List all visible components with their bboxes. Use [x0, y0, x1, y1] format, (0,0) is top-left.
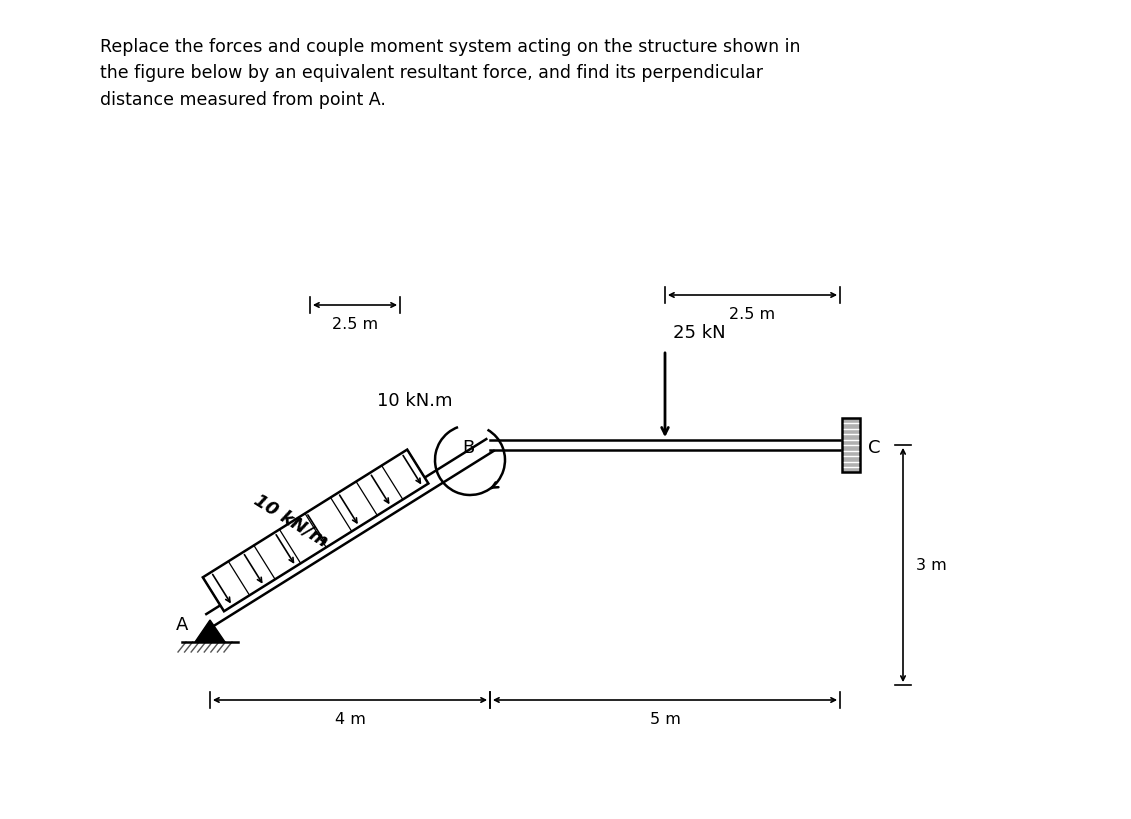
Text: 5 m: 5 m	[649, 712, 681, 727]
Text: C: C	[867, 439, 881, 457]
Polygon shape	[841, 418, 860, 472]
Text: A: A	[175, 616, 188, 634]
Polygon shape	[202, 450, 429, 611]
Text: 25 kN: 25 kN	[673, 324, 726, 342]
Text: 10 kN/m: 10 kN/m	[250, 491, 331, 550]
Polygon shape	[195, 620, 225, 642]
Text: 2.5 m: 2.5 m	[729, 307, 776, 322]
Text: Replace the forces and couple moment system acting on the structure shown in
the: Replace the forces and couple moment sys…	[100, 38, 801, 109]
Text: 3 m: 3 m	[916, 558, 947, 572]
Text: 10 kN.m: 10 kN.m	[378, 392, 452, 410]
Text: B: B	[461, 439, 474, 457]
Text: 4 m: 4 m	[335, 712, 365, 727]
Text: 2.5 m: 2.5 m	[331, 317, 378, 332]
